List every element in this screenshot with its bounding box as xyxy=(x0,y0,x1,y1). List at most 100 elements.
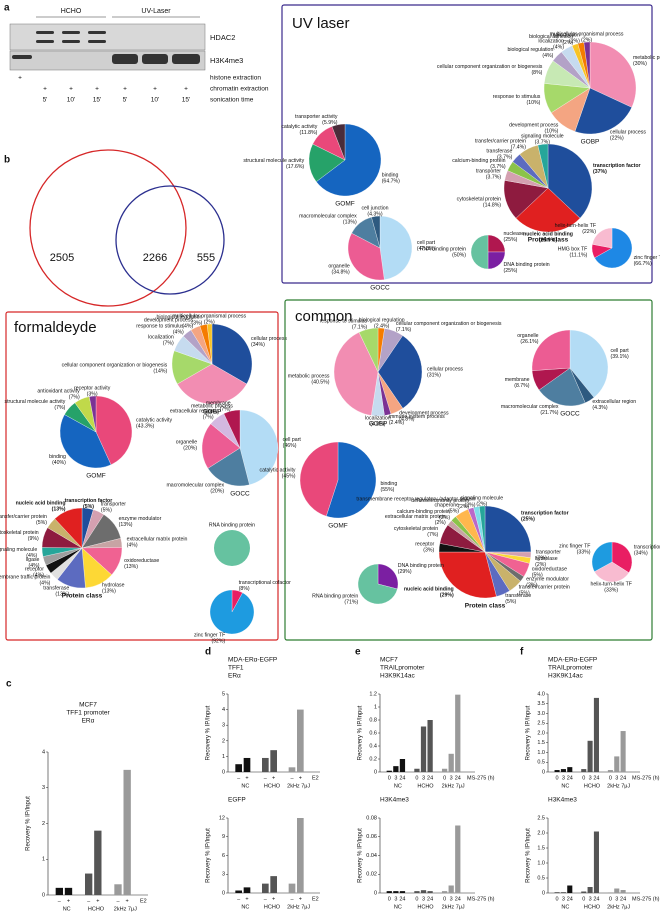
x-subtick-label: 3 xyxy=(589,775,592,781)
slice-label: (40%) xyxy=(52,460,66,466)
x-group-label: 2kHz 7μJ xyxy=(607,783,630,789)
bar xyxy=(235,890,242,893)
slice-name: structural molecule activity xyxy=(4,399,65,405)
y-tick-label: 1.2 xyxy=(369,691,377,697)
slice-label: (25%) xyxy=(504,237,518,243)
slice-name: transfer/carrier protein xyxy=(0,514,47,520)
row-cell: 5' xyxy=(123,97,128,104)
x-subtick-label: + xyxy=(245,775,248,781)
slice-name: DNA binding protein xyxy=(504,262,550,268)
pie-title: GOBP xyxy=(369,421,388,428)
group-title: formaldeyde xyxy=(14,319,97,336)
slice-name: organelle xyxy=(176,440,197,446)
chart-title: TFF1 xyxy=(228,665,244,672)
slice-name: macromolecular complex xyxy=(501,404,559,410)
slice-name: transfer/carrier protein xyxy=(475,139,526,145)
slice-name: transcription cofactor xyxy=(634,544,660,550)
row-cell: + xyxy=(18,75,22,82)
bar xyxy=(243,887,251,893)
pie-title: GOMF xyxy=(328,523,348,530)
x-subtick-label: 3 xyxy=(422,775,425,781)
x-subtick-title: E2 xyxy=(312,775,319,781)
pie-slice xyxy=(326,441,377,519)
slice-label: (64.7%) xyxy=(382,179,400,185)
slice-name: DNA binding protein xyxy=(398,563,444,569)
venn-circle xyxy=(29,149,187,307)
x-group-label: NC xyxy=(63,906,71,912)
pie-slice xyxy=(537,143,549,189)
row-label: sonication time xyxy=(210,97,254,104)
slice-label: (7.1%) xyxy=(352,325,368,331)
y-tick-label: 0 xyxy=(222,890,225,896)
slice-name: transcription factor xyxy=(65,498,113,504)
row-cell: 10' xyxy=(151,97,159,104)
pie-title: GOCC xyxy=(560,411,580,418)
x-subtick-label: + xyxy=(272,775,275,781)
pie-slice xyxy=(239,409,279,485)
bar xyxy=(427,720,433,772)
x-group-label: HCHO xyxy=(88,906,105,912)
pie-slice xyxy=(358,327,379,373)
slice-name: membrane xyxy=(505,377,530,383)
slice-name: zinc finger TF xyxy=(634,255,660,261)
slice-name: metabolic process xyxy=(191,403,233,409)
pie-slice xyxy=(377,563,399,590)
slice-name: binding xyxy=(49,454,66,460)
x-subtick-label: 24 xyxy=(620,896,626,902)
slice-name: chaperone xyxy=(435,502,460,508)
slice-name: hydrolase xyxy=(535,556,558,562)
x-group-label: HCHO xyxy=(264,783,281,789)
pie-slice xyxy=(591,541,613,572)
slice-name: organelle xyxy=(517,333,538,339)
slice-name: transporter xyxy=(536,550,561,556)
panel-letter: d xyxy=(205,647,211,658)
bar xyxy=(581,891,587,893)
y-tick-label: 0.5 xyxy=(537,760,545,766)
bar xyxy=(554,892,560,893)
bar xyxy=(587,887,593,893)
y-tick-label: 1 xyxy=(42,857,45,863)
y-tick-label: 3 xyxy=(42,785,45,791)
group-label: UV-Laser xyxy=(141,8,171,15)
x-subtick-label: 24 xyxy=(593,775,599,781)
slice-name: ligase xyxy=(26,557,40,563)
slice-label: (30%) xyxy=(633,61,647,67)
y-tick-label: 1.0 xyxy=(537,750,545,756)
slice-label: (33%) xyxy=(604,587,618,593)
x-subtick-label: 24 xyxy=(455,896,461,902)
slice-label: (2%) xyxy=(569,38,580,44)
x-subtick-label: 3 xyxy=(450,896,453,902)
row-cell: + xyxy=(95,86,99,93)
y-tick-label: 2 xyxy=(42,821,45,827)
band-label: H3K4me3 xyxy=(210,56,243,65)
bar xyxy=(262,757,269,772)
x-subtick-label: – xyxy=(87,898,91,904)
slice-name: multicellular organismal process xyxy=(172,313,246,319)
pie-slice xyxy=(201,423,241,469)
slice-label: (5%) xyxy=(36,520,47,526)
bar xyxy=(393,891,399,893)
slice-name: response to stimulus xyxy=(493,94,541,100)
pie-slice xyxy=(95,395,133,465)
slice-name: extracellular region xyxy=(170,408,214,414)
y-axis-label: Recovery % IP/Input xyxy=(26,796,32,851)
chart-title: H3K4me3 xyxy=(548,797,577,804)
x-subtick-label: 3 xyxy=(615,896,618,902)
pie-title: GOBP xyxy=(581,139,600,146)
row-cell: 15' xyxy=(182,97,190,104)
slice-label: (2%) xyxy=(458,504,469,510)
slice-name: RNA binding protein xyxy=(312,594,358,600)
slice-name: hydrolase xyxy=(102,583,125,589)
x-subtick-label: 24 xyxy=(427,775,433,781)
y-tick-label: 0.04 xyxy=(366,853,377,859)
x-subtick-label: 0 xyxy=(415,896,418,902)
bar xyxy=(297,709,304,772)
x-group-label: HCHO xyxy=(584,783,601,789)
row-cell: 10' xyxy=(67,97,75,104)
slice-name: receptor xyxy=(25,566,44,572)
slice-name: extracellular matrix protein xyxy=(385,514,446,520)
slice-label: (11.8%) xyxy=(300,130,318,136)
x-subtick-label: 24 xyxy=(567,775,573,781)
slice-name: transcriptional cofactor xyxy=(239,580,291,586)
y-tick-label: 0 xyxy=(542,890,545,896)
